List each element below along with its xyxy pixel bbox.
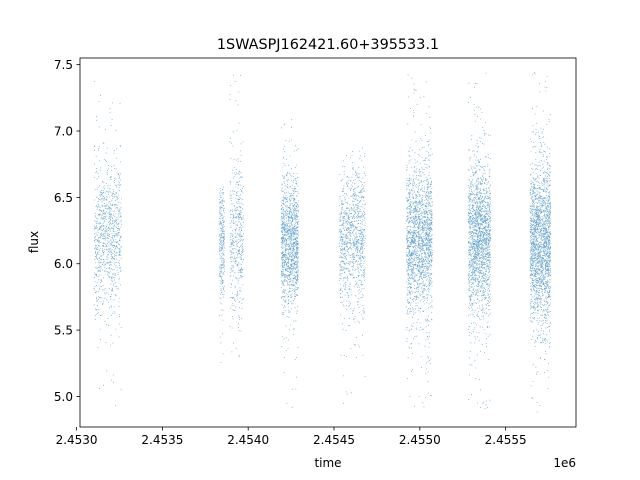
chart-title: 1SWASPJ162421.60+395533.1 <box>217 37 439 53</box>
x-tick-label: 2.4555 <box>485 433 527 447</box>
y-tick-label: 7.5 <box>54 58 73 72</box>
x-axis-label: time <box>314 456 341 470</box>
data-cluster-8 <box>529 71 552 413</box>
x-axis-offset-label: 1e6 <box>553 456 576 470</box>
x-tick-label: 2.4540 <box>227 433 269 447</box>
y-axis-label: flux <box>27 231 41 253</box>
y-tick-label: 5.5 <box>54 324 73 338</box>
x-tick-label: 2.4530 <box>56 433 98 447</box>
y-tick-label: 5.0 <box>54 390 73 404</box>
y-tick-label: 6.0 <box>54 257 73 271</box>
y-tick-label: 6.5 <box>54 191 73 205</box>
y-tick-label: 7.0 <box>54 125 73 139</box>
data-cluster-6 <box>406 74 433 408</box>
data-cluster-2 <box>219 186 225 363</box>
x-tick-label: 2.4545 <box>313 433 355 447</box>
x-tick-label: 2.4550 <box>399 433 441 447</box>
data-cluster-7 <box>467 72 491 409</box>
axes-frame <box>79 57 577 428</box>
x-axis-ticks: 2.4530 2.4535 2.4540 2.4545 2.4550 2.4555 <box>56 427 527 447</box>
data-cluster-5 <box>339 147 366 404</box>
y-axis-ticks: 5.0 5.5 6.0 6.5 7.0 7.5 <box>54 58 80 404</box>
x-tick-label: 2.4535 <box>141 433 183 447</box>
scatter-points <box>93 71 552 413</box>
data-cluster-4 <box>280 119 299 408</box>
plot-frame <box>79 57 577 428</box>
